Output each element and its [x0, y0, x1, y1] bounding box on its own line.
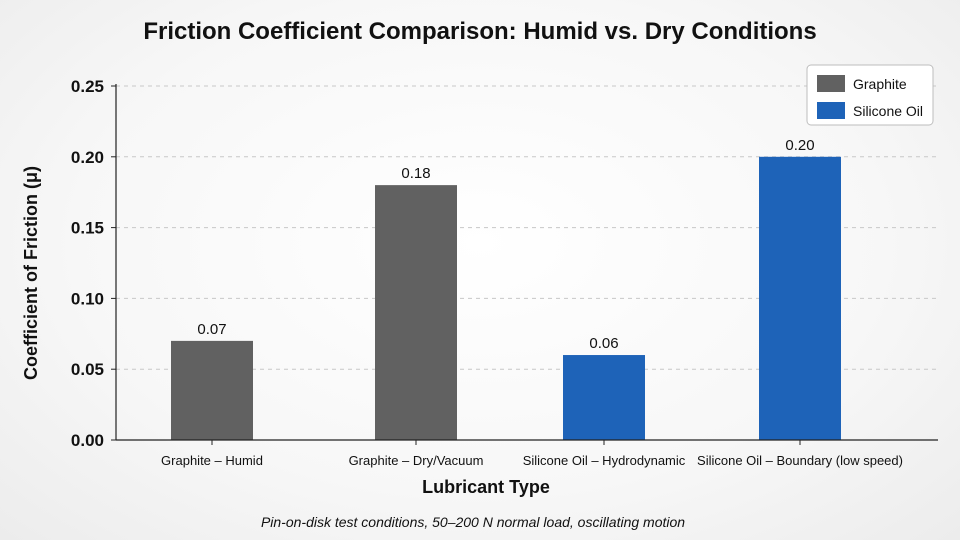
chart-title: Friction Coefficient Comparison: Humid v…	[143, 18, 816, 45]
legend-swatch	[817, 102, 845, 119]
bar-3	[563, 355, 645, 440]
bar-value-label: 0.06	[589, 335, 618, 352]
y-ticks: 0.00 0.05 0.10 0.15 0.20 0.25	[71, 77, 116, 450]
legend-label: Graphite	[853, 76, 907, 92]
bar-value-label: 0.20	[785, 137, 814, 154]
bar-value-label: 0.07	[197, 321, 226, 338]
bar-value-labels: 0.07 0.18 0.06 0.20	[197, 137, 814, 352]
bar-value-label: 0.18	[401, 165, 430, 182]
y-tick-label: 0.20	[71, 148, 104, 167]
bar-2	[375, 185, 457, 440]
y-tick-label: 0.15	[71, 219, 104, 238]
legend-swatch	[817, 75, 845, 92]
x-tick-label: Graphite – Dry/Vacuum	[349, 453, 484, 468]
bars	[171, 156, 841, 441]
y-tick-label: 0.00	[71, 431, 104, 450]
legend-label: Silicone Oil	[853, 103, 923, 119]
y-tick-label: 0.25	[71, 77, 104, 96]
y-tick-label: 0.05	[71, 360, 104, 379]
y-tick-label: 0.10	[71, 289, 104, 308]
x-axis-label: Lubricant Type	[422, 477, 550, 497]
bar-1	[171, 340, 253, 440]
chart-subtitle: Pin-on-disk test conditions, 50–200 N no…	[261, 514, 685, 530]
bar-4	[759, 156, 841, 441]
x-tick-label: Graphite – Humid	[161, 453, 263, 468]
axes	[115, 84, 938, 441]
x-ticks: Graphite – Humid Graphite – Dry/Vacuum Sil…	[161, 440, 903, 468]
y-axis-label: Coefficient of Friction (μ)	[21, 166, 41, 380]
x-tick-label: Silicone Oil – Hydrodynamic	[523, 453, 686, 468]
legend: Graphite Silicone Oil	[806, 64, 934, 126]
x-tick-label: Silicone Oil – Boundary (low speed)	[697, 453, 903, 468]
